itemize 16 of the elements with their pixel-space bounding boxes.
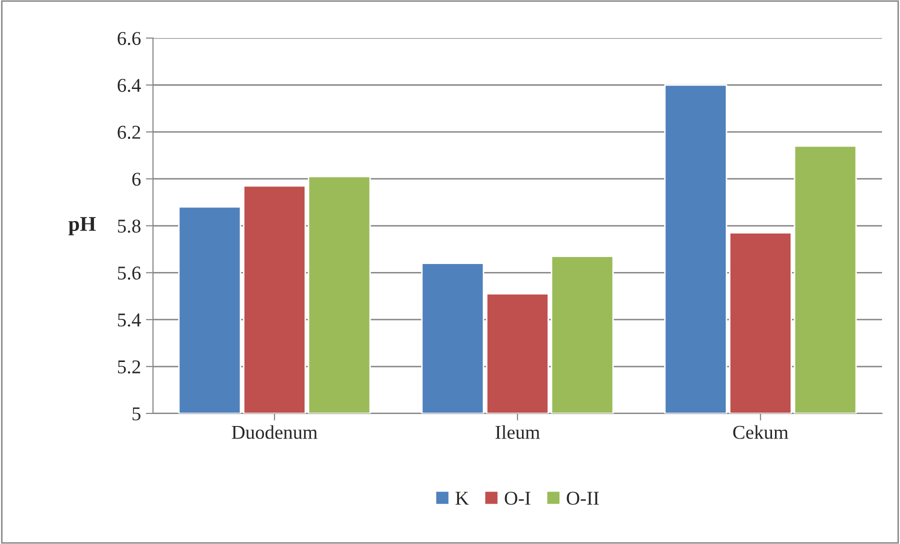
x-tick-label: Ileum: [496, 425, 540, 439]
y-tick-label: 5: [132, 407, 140, 420]
y-tick-label: 5.2: [118, 360, 140, 374]
y-tick-label: 6.4: [118, 78, 141, 92]
y-tick-label: 6.6: [118, 32, 141, 46]
y-axis-title: pH: [68, 217, 96, 236]
legend-label: O-I: [504, 492, 530, 505]
x-tick-label: Duodenum: [232, 425, 318, 439]
legend-label: K: [456, 492, 469, 505]
y-tick-label: 6: [132, 172, 141, 186]
y-tick-label: 5.8: [118, 220, 140, 233]
legend-label: O-II: [566, 492, 599, 505]
y-tick-label: 5.6: [118, 266, 141, 280]
x-tick-label: Cekum: [733, 425, 788, 439]
y-tick-label: 6.2: [118, 126, 140, 139]
y-tick-label: 5.4: [118, 314, 141, 327]
